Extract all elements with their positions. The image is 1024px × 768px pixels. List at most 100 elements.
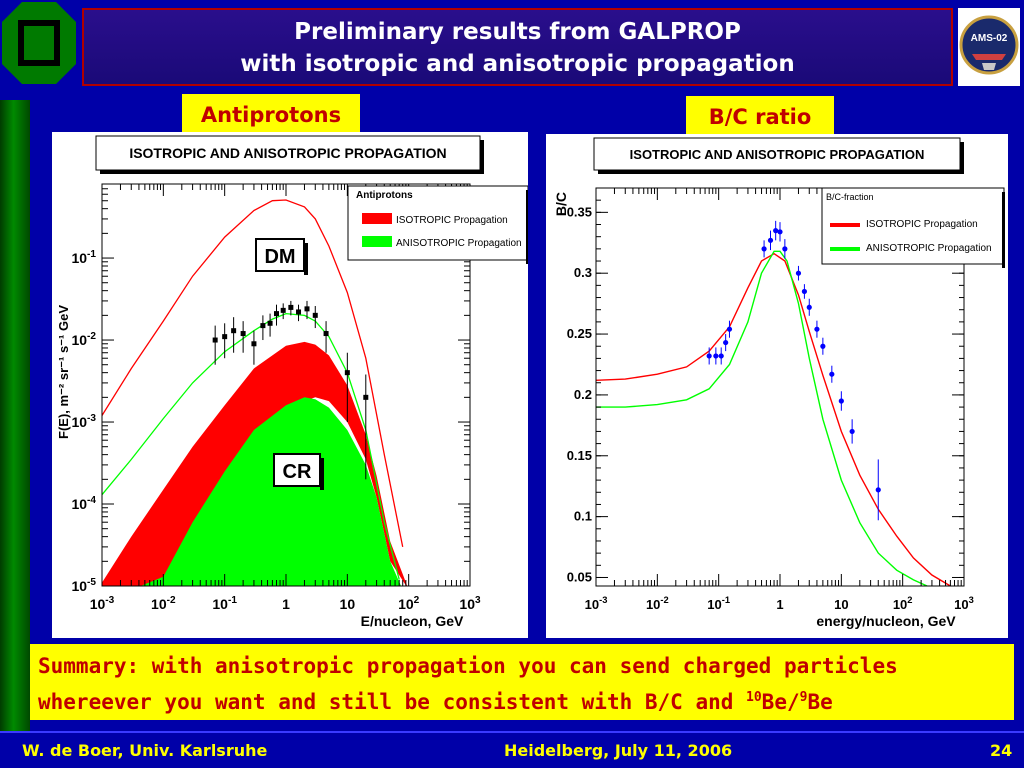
title-line-2: with isotropic and anisotropic propagati… xyxy=(240,51,795,77)
ams-02-logo-text: AMS-02 xyxy=(971,33,1008,44)
data-point xyxy=(344,370,350,376)
legend-isotropic-line xyxy=(830,223,860,227)
y-tick-label: 10-4 xyxy=(71,495,96,512)
bc-ratio-label: B/C ratio xyxy=(686,96,834,138)
curve-anisotropic-propagation xyxy=(596,250,928,586)
footer-divider xyxy=(0,731,1024,733)
y-tick-label: 10-2 xyxy=(71,331,96,348)
x-tick-label: 10-1 xyxy=(707,595,730,612)
data-point xyxy=(251,341,257,347)
data-point xyxy=(761,246,767,252)
data-point xyxy=(838,398,844,404)
legend-anisotropic-label: ANISOTROPIC Propagation xyxy=(396,238,522,249)
data-point xyxy=(304,306,310,312)
data-point xyxy=(820,343,826,349)
data-point xyxy=(723,339,729,346)
ams-02-logo: AMS-02 xyxy=(958,8,1020,86)
data-point xyxy=(363,394,369,400)
footer-author: W. de Boer, Univ. Karlsruhe xyxy=(22,741,268,760)
left-x-axis-label: E/nucleon, GeV xyxy=(361,613,464,629)
kit-logo xyxy=(2,2,76,84)
right-chart-title: ISOTROPIC AND ANISOTROPIC PROPAGATION xyxy=(630,147,925,162)
right-y-axis-label: B/C xyxy=(553,192,569,216)
x-tick-label: 103 xyxy=(459,595,481,612)
cr-annotation: CR xyxy=(283,461,312,483)
summary-box: Summary: with anisotropic propagation yo… xyxy=(30,644,1014,720)
data-point xyxy=(296,309,302,315)
x-tick-label: 10 xyxy=(834,597,848,612)
data-point xyxy=(280,307,286,313)
data-point xyxy=(260,323,266,329)
summary-line-2: whereever you want and still be consiste… xyxy=(38,682,1014,718)
left-y-axis-label: F(E), m⁻² sr⁻¹ s⁻¹ GeV xyxy=(56,305,71,439)
data-point xyxy=(713,353,719,359)
right-x-axis-label: energy/nucleon, GeV xyxy=(816,613,956,629)
legend-anisotropic-swatch xyxy=(362,236,392,247)
slide-title: Preliminary results from GALPROP with is… xyxy=(82,8,953,86)
summary-line-1: Summary: with anisotropic propagation yo… xyxy=(38,654,898,678)
x-tick-label: 102 xyxy=(398,595,420,612)
antiproton-chart-panel: ISOTROPIC AND ANISOTROPIC PROPAGATION An… xyxy=(52,132,529,638)
data-point xyxy=(718,353,724,359)
data-point xyxy=(849,428,855,435)
footer: W. de Boer, Univ. Karlsruhe Heidelberg, … xyxy=(0,731,1024,768)
data-point xyxy=(777,229,783,235)
antiprotons-label: Antiprotons xyxy=(182,94,360,136)
legend-isotropic-label: ISOTROPIC Propagation xyxy=(396,215,508,226)
bc-chart-panel: ISOTROPIC AND ANISOTROPIC PROPAGATION B/… xyxy=(546,134,1008,638)
y-tick-label: 0.2 xyxy=(574,387,592,402)
bc-ratio-chart: ISOTROPIC AND ANISOTROPIC PROPAGATION B/… xyxy=(553,137,1005,629)
slide-number: 24 xyxy=(990,741,1013,760)
curve-cr-dm xyxy=(102,312,400,580)
y-tick-label: 0.15 xyxy=(567,448,592,463)
x-tick-label: 10-3 xyxy=(585,595,608,612)
antiproton-chart: ISOTROPIC AND ANISOTROPIC PROPAGATION An… xyxy=(56,135,529,629)
legend-anisotropic-label-right: ANISOTROPIC Propagation xyxy=(866,243,992,254)
footer-venue-date: Heidelberg, July 11, 2006 xyxy=(504,741,733,760)
legend-anisotropic-line xyxy=(830,247,860,251)
y-tick-label: 10-5 xyxy=(71,577,96,594)
x-tick-label: 102 xyxy=(893,595,913,612)
y-tick-label: 0.35 xyxy=(567,204,592,219)
data-point xyxy=(875,487,881,493)
y-tick-label: 10-3 xyxy=(71,413,96,430)
x-tick-label: 10-2 xyxy=(151,595,176,612)
data-point xyxy=(273,311,279,317)
data-point xyxy=(212,337,218,343)
y-tick-label: 0.3 xyxy=(574,265,592,280)
be9-text: Be xyxy=(807,690,833,714)
data-point xyxy=(773,227,779,234)
curve-dm xyxy=(102,199,404,548)
x-tick-label: 1 xyxy=(282,596,290,612)
be10-superscript: 10 xyxy=(746,690,762,705)
y-tick-label: 0.1 xyxy=(574,509,592,524)
x-tick-label: 10-2 xyxy=(646,595,669,612)
x-tick-label: 103 xyxy=(954,595,974,612)
right-legend-title: B/C-fraction xyxy=(826,192,874,202)
data-point xyxy=(806,304,812,310)
data-point xyxy=(706,353,712,359)
x-tick-label: 10-1 xyxy=(212,595,237,612)
data-point xyxy=(829,371,835,377)
data-point xyxy=(767,237,774,243)
data-point xyxy=(240,331,246,337)
legend-isotropic-swatch xyxy=(362,213,392,224)
dm-annotation: DM xyxy=(264,246,295,268)
left-legend-title: Antiprotons xyxy=(356,190,413,201)
decorative-side-bar xyxy=(0,100,30,740)
y-tick-label: 0.25 xyxy=(567,326,592,341)
y-tick-label: 10-1 xyxy=(71,249,96,266)
data-point xyxy=(231,328,237,334)
summary-line-2-text: whereever you want and still be consiste… xyxy=(38,690,747,714)
be9-superscript: 9 xyxy=(799,690,808,705)
data-point xyxy=(267,320,273,326)
legend-isotropic-label-right: ISOTROPIC Propagation xyxy=(866,219,978,230)
left-chart-title: ISOTROPIC AND ANISOTROPIC PROPAGATION xyxy=(129,145,446,161)
data-point xyxy=(222,334,228,340)
data-point xyxy=(312,312,318,318)
x-tick-label: 1 xyxy=(776,597,783,612)
title-line-1: Preliminary results from GALPROP xyxy=(294,19,741,45)
data-point xyxy=(814,326,820,332)
data-point xyxy=(323,331,329,337)
data-point xyxy=(726,326,733,332)
